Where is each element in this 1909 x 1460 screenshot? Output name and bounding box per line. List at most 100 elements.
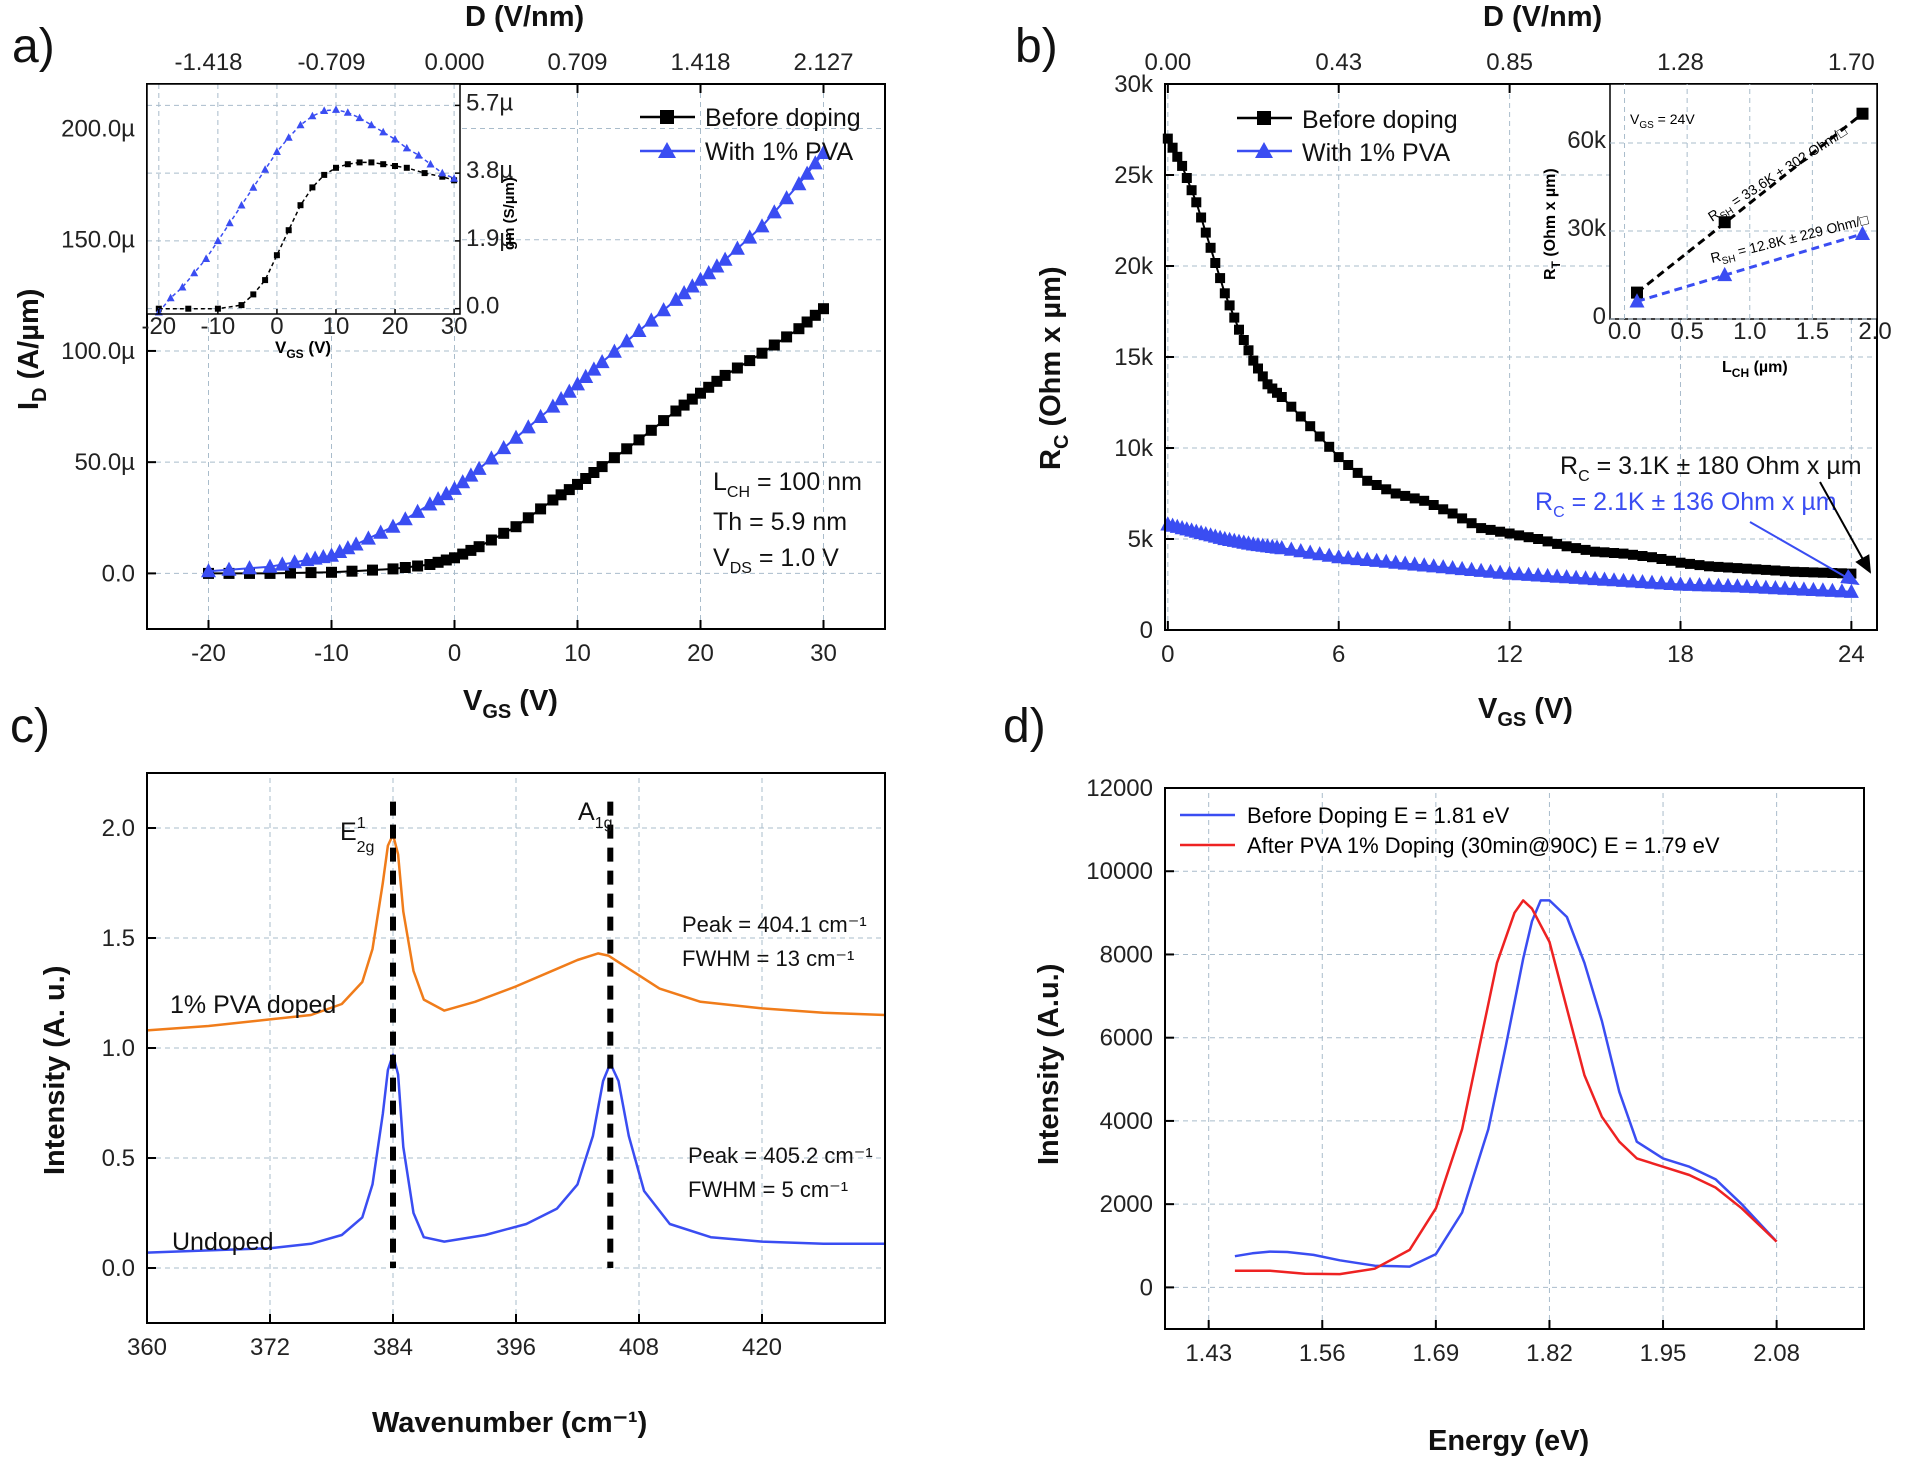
data-point-b-before-doping	[1343, 460, 1354, 470]
chart-a-inset: -20 -10 0 10 20 300.0 1.9µ 3.8µ 5.7µ gm (S/µm) V…	[141, 83, 518, 361]
inset-a-x-tick-label: 10	[323, 313, 350, 340]
data-point-with-pva	[656, 302, 672, 317]
data-point-b-before-doping	[1704, 561, 1714, 572]
data-point-b-before-doping	[1248, 355, 1259, 366]
inset-a-point-with-pva	[237, 200, 246, 209]
data-point-with-pva	[373, 524, 389, 539]
data-point-b-with-pva	[1274, 540, 1290, 555]
inset-b-x-tick-label: 1.5	[1796, 318, 1829, 345]
data-point-b-with-pva	[1635, 574, 1650, 589]
inset-a-point-with-pva	[355, 113, 364, 122]
inset-a-point-with-pva	[284, 133, 293, 141]
inset-a-point-before-doping	[285, 227, 292, 234]
inset-a-point-with-pva	[367, 120, 376, 129]
x-tick-label-c: 408	[619, 1334, 659, 1361]
data-point-with-pva	[684, 278, 700, 293]
data-point-with-pva	[340, 540, 356, 555]
data-point-b-before-doping	[1656, 554, 1667, 564]
top-tick-label: 2.127	[793, 49, 853, 76]
data-point-with-pva	[594, 354, 610, 369]
x-tick-label-b: 12	[1496, 641, 1523, 668]
y-tick-label: 150.0µ	[61, 227, 135, 254]
data-point-b-with-pva	[1388, 554, 1404, 569]
data-point-b-before-doping	[1224, 300, 1235, 311]
y-tick-label-d: 2000	[1100, 1191, 1153, 1218]
x-tick-label: 20	[687, 640, 714, 667]
data-point-before-doping	[658, 415, 670, 427]
data-point-b-with-pva	[1758, 579, 1774, 594]
inset-a-point-with-pva	[296, 120, 305, 129]
data-point-with-pva	[385, 518, 401, 533]
data-point-b-before-doping	[1571, 543, 1582, 554]
inset-a-y-tick-label: 0.0	[466, 293, 499, 320]
inset-b-x-tick-label: 2.0	[1858, 318, 1891, 345]
inset-a-point-with-pva	[343, 108, 352, 116]
inset-b-point-with-pva	[1629, 293, 1645, 308]
data-point-b-before-doping	[1324, 441, 1335, 452]
data-point-b-with-pva	[1701, 577, 1717, 592]
data-point-with-pva	[570, 376, 585, 391]
y-tick-label-c: 1.5	[102, 925, 135, 952]
chart-a-frame	[146, 83, 886, 630]
chart-b-arrow-pva	[1749, 521, 1860, 585]
data-point-before-doping	[719, 369, 731, 381]
legend-marker-with-pva-b	[1255, 142, 1273, 158]
data-point-before-doping	[580, 473, 592, 484]
inset-a-point-before-doping	[368, 159, 375, 166]
data-point-before-doping	[555, 489, 567, 501]
legend-marker-with-pva	[658, 142, 676, 158]
data-point-with-pva	[729, 240, 745, 255]
panel-label-d: d)	[1003, 700, 1046, 753]
data-point-before-doping	[510, 521, 522, 533]
data-point-with-pva	[693, 271, 708, 286]
inset-b-y-tick-label: 30k	[1567, 215, 1607, 242]
chart-b-inset-ylabel: RT (Ohm x µm)	[1542, 168, 1563, 280]
data-point-b-with-pva	[1767, 580, 1783, 595]
data-point-with-pva	[274, 556, 290, 571]
inset-a-point-with-pva	[391, 135, 399, 143]
data-point-with-pva	[561, 383, 577, 398]
top-tick-label: 0.000	[424, 49, 484, 76]
data-point-with-pva	[553, 391, 569, 406]
data-point-before-doping	[387, 563, 399, 575]
inset-a-point-before-doping	[214, 305, 221, 312]
x-tick-label-b: 6	[1332, 641, 1345, 668]
data-point-b-with-pva	[1843, 583, 1859, 598]
chart-b-arrow-before	[1819, 481, 1871, 574]
data-point-b-with-pva	[1834, 583, 1850, 598]
y-tick-label-c: 1.0	[102, 1035, 135, 1062]
data-point-b-before-doping	[1685, 558, 1695, 569]
y-tick-label-d: 4000	[1100, 1108, 1153, 1135]
data-point-before-doping	[535, 503, 547, 515]
data-point-with-pva	[471, 460, 487, 475]
data-point-before-doping	[485, 534, 497, 546]
data-point-before-doping	[498, 527, 510, 539]
inset-a-point-with-pva	[450, 174, 459, 182]
data-point-b-before-doping	[1390, 488, 1401, 499]
data-point-b-with-pva	[1293, 543, 1309, 558]
data-point-with-pva	[463, 467, 479, 482]
data-point-b-before-doping	[1286, 401, 1297, 412]
chart-a-inset-ylabel: gm (S/µm)	[501, 177, 518, 250]
data-point-b-with-pva	[1578, 570, 1594, 585]
data-point-before-doping	[756, 347, 768, 359]
data-point-b-before-doping	[1827, 568, 1838, 578]
data-point-with-pva	[508, 429, 524, 444]
chart-a-annotation-th: Th = 5.9 nm	[713, 508, 847, 536]
data-point-with-pva	[619, 333, 635, 348]
inset-a-point-with-pva	[272, 147, 281, 155]
inset-a-x-tick-label: -20	[141, 313, 176, 340]
data-point-before-doping	[264, 567, 276, 579]
chart-c-annotation-fwhm-undoped: FWHM = 5 cm⁻¹	[688, 1177, 848, 1202]
data-point-b-with-pva	[1407, 556, 1423, 571]
legend-label-before-doping: Before doping	[705, 104, 861, 132]
y-tick-label-c: 2.0	[102, 815, 135, 842]
inset-a-point-with-pva	[379, 127, 388, 136]
y-tick-label-d: 8000	[1100, 941, 1153, 968]
data-point-b-before-doping	[1476, 523, 1487, 534]
data-point-b-before-doping	[1200, 227, 1211, 238]
chart-d-ylabel: Intensity (A.u.)	[1033, 964, 1065, 1165]
inset-a-point-with-pva	[190, 268, 199, 277]
data-point-b-with-pva	[1473, 562, 1489, 577]
data-point-with-pva	[791, 176, 807, 191]
